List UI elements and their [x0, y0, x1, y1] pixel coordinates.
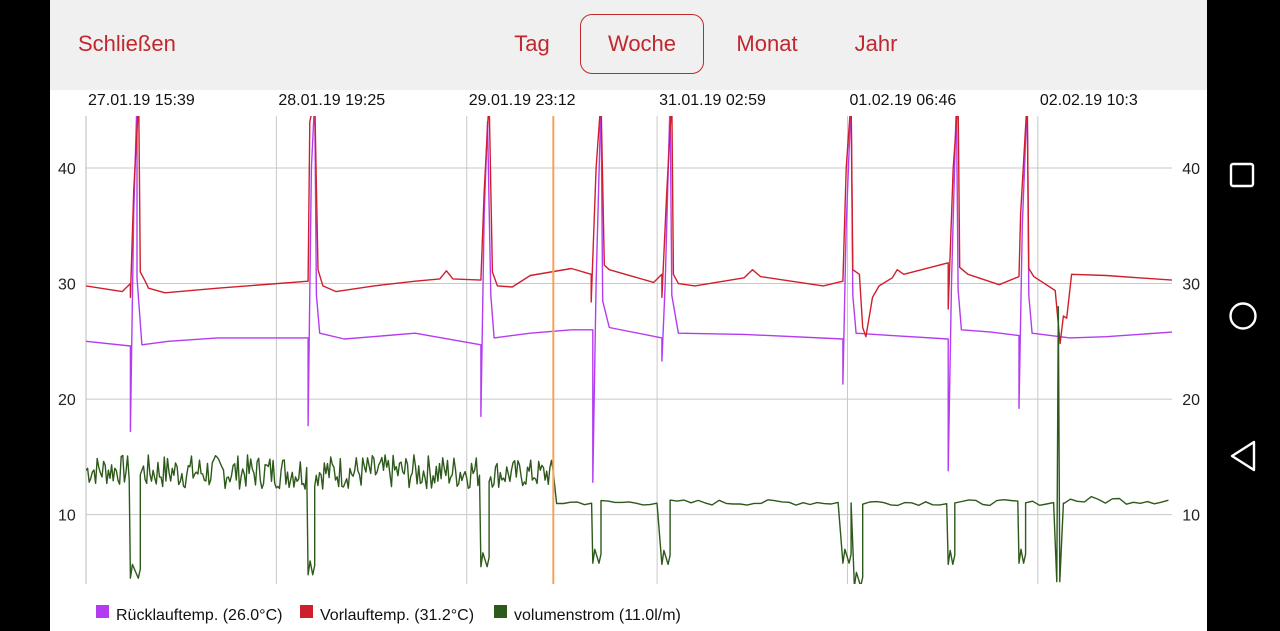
- x-tick-label: 31.01.19 02:59: [659, 92, 766, 109]
- y-tick-label-right: 20: [1182, 392, 1200, 409]
- home-circle-icon[interactable]: [1207, 286, 1280, 346]
- android-nav-bar: [1207, 0, 1280, 631]
- x-tick-label: 01.02.19 06:46: [849, 92, 956, 109]
- tab-jahr[interactable]: Jahr: [846, 14, 906, 74]
- tab-woche[interactable]: Woche: [580, 14, 704, 74]
- tab-monat[interactable]: Monat: [722, 14, 812, 74]
- back-triangle-icon[interactable]: [1207, 426, 1280, 486]
- series-line-2: [86, 306, 1169, 584]
- y-tick-label-left: 20: [58, 392, 76, 409]
- series-line-1: [86, 116, 1172, 345]
- y-tick-label-right: 10: [1182, 508, 1200, 525]
- temperature-chart[interactable]: 27.01.19 15:39 28.01.19 19:25 29.01.19 23:…: [50, 90, 1207, 631]
- legend-label: volumenstrom (11.0l/m): [514, 607, 681, 624]
- legend-swatch: [300, 605, 313, 618]
- recents-square-icon[interactable]: [1207, 146, 1280, 206]
- series-line-0: [86, 116, 1172, 483]
- y-tick-label-left: 10: [58, 508, 76, 525]
- close-button[interactable]: Schließen: [78, 14, 176, 74]
- y-tick-label-right: 30: [1182, 277, 1200, 294]
- y-tick-label-right: 40: [1182, 161, 1200, 178]
- legend-swatch: [96, 605, 109, 618]
- tab-tag[interactable]: Tag: [502, 14, 562, 74]
- top-toolbar: Schließen Tag Woche Monat Jahr: [50, 0, 1207, 90]
- legend-label: Rücklauftemp. (26.0°C): [116, 607, 282, 624]
- x-tick-label: 28.01.19 19:25: [278, 92, 385, 109]
- legend-label: Vorlauftemp. (31.2°C): [320, 607, 474, 624]
- x-tick-label: 02.02.19 10:3: [1040, 92, 1138, 109]
- x-tick-label: 29.01.19 23:12: [469, 92, 576, 109]
- legend-swatch: [494, 605, 507, 618]
- y-tick-label-left: 40: [58, 161, 76, 178]
- y-tick-label-left: 30: [58, 277, 76, 294]
- app-window: Schließen Tag Woche Monat Jahr 27.01.19 …: [50, 0, 1207, 631]
- x-tick-label: 27.01.19 15:39: [88, 92, 195, 109]
